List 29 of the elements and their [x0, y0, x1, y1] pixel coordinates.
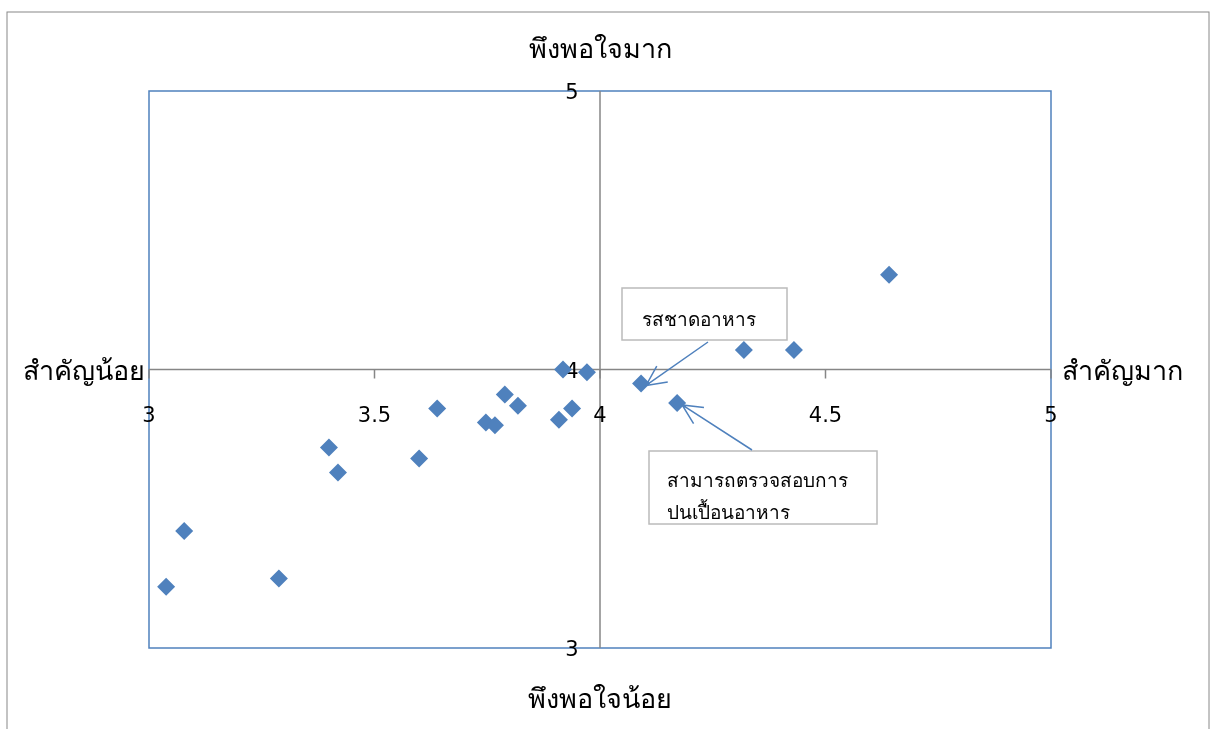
point	[428, 399, 447, 418]
point	[508, 396, 527, 415]
point	[410, 449, 429, 468]
y-tick-label: 5	[565, 80, 579, 104]
x-tick-label: 3.5	[357, 402, 392, 427]
point	[319, 438, 338, 457]
point	[563, 399, 582, 418]
point	[495, 385, 514, 404]
point	[577, 363, 596, 382]
text: พึงพอใจมาก	[528, 33, 672, 64]
point	[269, 569, 288, 588]
text: สำคัญมาก	[1061, 355, 1183, 386]
point	[328, 463, 347, 482]
point	[157, 577, 176, 596]
y-tick-label: 3	[565, 637, 579, 661]
x-tick-label: 4.5	[808, 402, 843, 427]
annotation: รสชาดอาหาร	[642, 308, 756, 330]
text: พึงพอใจน้อย	[528, 683, 672, 714]
annotation: สามารถตรวจสอบการปนเปื้อนอาหาร	[667, 469, 848, 523]
x-tick-label: 5	[1044, 402, 1058, 427]
point	[784, 341, 803, 359]
point	[175, 522, 194, 541]
point	[549, 410, 568, 429]
x-tick-label: 3	[142, 402, 156, 427]
point	[668, 393, 687, 412]
x-tick-label: 4	[593, 402, 607, 427]
text: สำคัญน้อย	[23, 355, 145, 386]
point	[734, 341, 753, 359]
point	[880, 265, 899, 284]
